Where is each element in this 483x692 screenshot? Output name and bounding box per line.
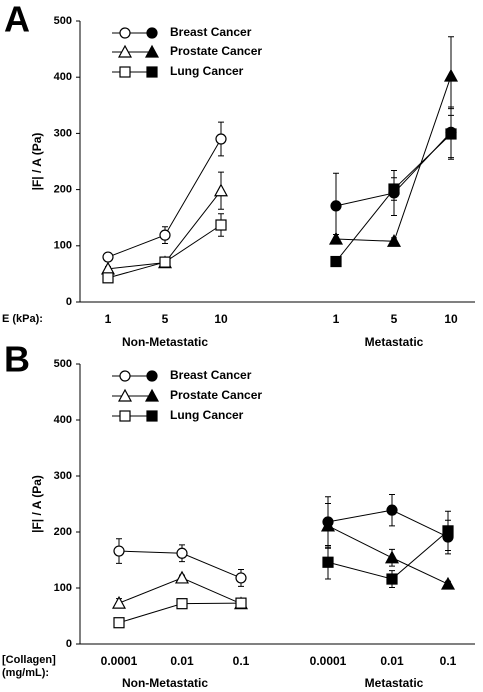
marker — [119, 66, 131, 78]
x-tick-label: 0.0001 — [310, 654, 347, 668]
y-tick-label: 400 — [54, 414, 72, 426]
legend-label: Breast Cancer — [170, 25, 252, 39]
marker — [119, 410, 131, 422]
marker — [213, 183, 229, 197]
marker — [113, 545, 125, 557]
x-axis-label: E (kPa): — [2, 313, 43, 325]
y-tick-label: 500 — [54, 15, 72, 27]
legend-label: Breast Cancer — [170, 368, 252, 382]
marker — [235, 597, 247, 609]
group-label: Non-Metastatic — [122, 335, 208, 349]
marker — [386, 504, 398, 516]
series-line — [335, 75, 452, 242]
marker — [445, 128, 457, 140]
x-tick-label: 0.01 — [380, 654, 404, 668]
panel-label: A — [4, 0, 30, 40]
marker — [384, 550, 400, 564]
y-tick-label: 300 — [54, 127, 72, 139]
marker — [159, 229, 171, 241]
marker — [117, 44, 133, 58]
x-tick-label: 10 — [444, 312, 458, 326]
x-tick-label: 0.1 — [440, 654, 457, 668]
y-tick-label: 200 — [54, 526, 72, 538]
marker — [144, 388, 160, 402]
marker — [215, 133, 227, 145]
marker — [102, 251, 114, 263]
marker — [328, 231, 344, 245]
marker — [174, 570, 190, 584]
legend-label: Lung Cancer — [170, 408, 244, 422]
marker — [330, 255, 342, 268]
marker — [388, 183, 400, 195]
group-label: Metastatic — [365, 676, 424, 690]
x-tick-label: 10 — [214, 312, 228, 326]
marker — [442, 525, 454, 537]
marker — [215, 219, 227, 231]
marker — [176, 547, 188, 559]
y-tick-label: 400 — [54, 71, 72, 83]
y-tick-label: 0 — [66, 638, 72, 650]
group-label: Non-Metastatic — [122, 676, 208, 690]
marker — [102, 272, 114, 284]
x-tick-label: 0.0001 — [101, 654, 138, 668]
y-tick-label: 0 — [66, 296, 72, 308]
y-axis-label: |F| / A (Pa) — [30, 133, 44, 191]
marker — [176, 598, 188, 610]
marker — [146, 410, 158, 422]
marker — [322, 556, 334, 568]
marker — [386, 573, 398, 585]
panel-label: B — [4, 339, 30, 380]
legend-label: Prostate Cancer — [170, 388, 262, 402]
marker — [440, 576, 456, 590]
marker — [146, 27, 158, 39]
marker — [146, 370, 158, 382]
marker — [144, 44, 160, 58]
y-axis-label: |F| / A (Pa) — [30, 475, 44, 533]
x-tick-label: 1 — [333, 312, 340, 326]
marker — [119, 27, 131, 39]
series-line — [327, 509, 449, 538]
x-axis-label: [Collagen] (mg/mL): — [2, 654, 56, 679]
x-tick-label: 5 — [162, 312, 169, 326]
marker — [146, 66, 158, 78]
marker — [320, 518, 336, 532]
y-tick-label: 100 — [54, 240, 72, 252]
x-tick-label: 1 — [105, 312, 112, 326]
group-label: Metastatic — [365, 335, 424, 349]
x-tick-label: 5 — [391, 312, 398, 326]
x-tick-label: 0.01 — [170, 654, 194, 668]
marker — [330, 200, 342, 212]
marker — [113, 617, 125, 629]
y-tick-label: 200 — [54, 184, 72, 196]
marker — [111, 595, 127, 609]
x-tick-label: 0.1 — [233, 654, 250, 668]
marker — [235, 572, 247, 584]
series-line — [327, 530, 449, 580]
legend-label: Prostate Cancer — [170, 44, 262, 58]
marker — [117, 388, 133, 402]
y-tick-label: 100 — [54, 582, 72, 594]
marker — [119, 370, 131, 382]
y-tick-label: 300 — [54, 470, 72, 482]
legend-label: Lung Cancer — [170, 64, 244, 78]
y-tick-label: 500 — [54, 358, 72, 370]
marker — [386, 234, 402, 247]
marker — [159, 256, 171, 268]
marker — [443, 68, 459, 82]
